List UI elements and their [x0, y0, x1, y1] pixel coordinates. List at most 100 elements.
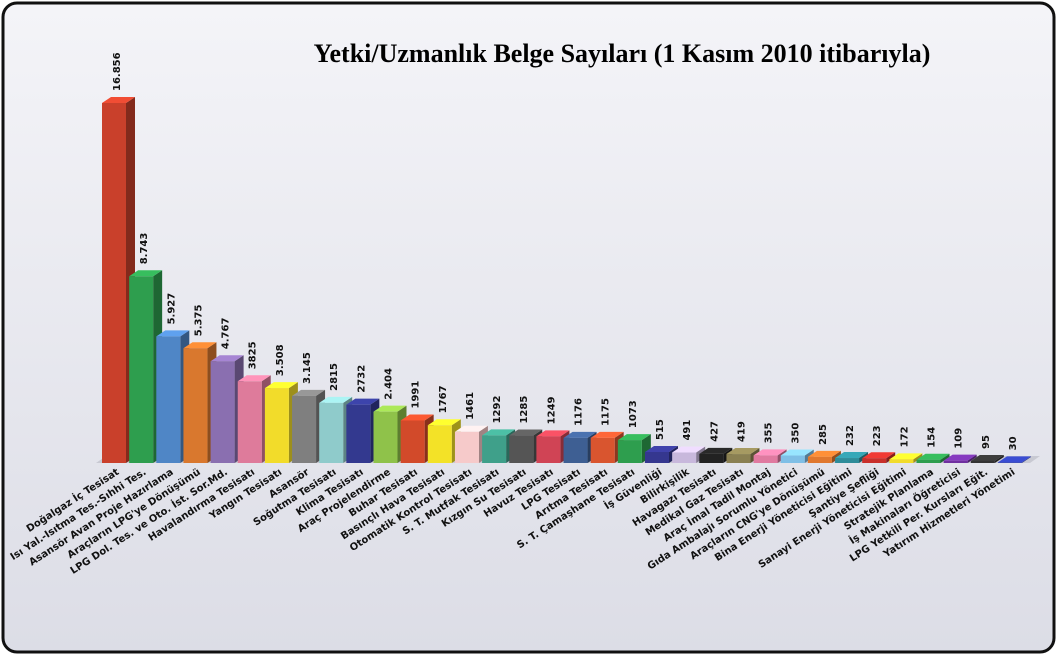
- bar: [400, 420, 425, 463]
- bar-top: [753, 449, 787, 456]
- bar: [319, 402, 344, 463]
- value-label: 2815: [329, 363, 340, 391]
- value-label: 285: [818, 424, 829, 445]
- value-label: 515: [655, 419, 666, 440]
- value-label: 3825: [248, 341, 259, 369]
- bar-top: [536, 430, 570, 437]
- bar-top: [780, 449, 814, 456]
- bar: [156, 336, 181, 463]
- value-label: 1249: [546, 396, 557, 424]
- value-label: 1176: [574, 398, 585, 426]
- value-label: 491: [682, 420, 693, 441]
- bar-top: [672, 446, 706, 453]
- value-label: 1991: [411, 381, 422, 409]
- value-label: 154: [927, 427, 938, 448]
- bar-side: [913, 453, 923, 463]
- value-label: 1285: [519, 396, 530, 424]
- bar: [346, 404, 371, 463]
- bar-top: [292, 389, 326, 396]
- bar: [373, 411, 398, 463]
- chart-title: Yetki/Uzmanlık Belge Sayıları (1 Kasım 2…: [314, 39, 931, 68]
- bar: [509, 435, 534, 463]
- bar-side: [1021, 456, 1031, 463]
- bar-top: [699, 447, 733, 454]
- bar-top: [997, 456, 1031, 463]
- bar-side: [831, 450, 841, 463]
- bar: [835, 458, 860, 463]
- value-label: 355: [764, 423, 775, 444]
- bar-top: [129, 270, 163, 277]
- bar: [563, 437, 588, 463]
- bar-top: [563, 431, 597, 438]
- bar-top: [346, 398, 380, 405]
- bar: [997, 462, 1022, 463]
- bar-top: [889, 453, 923, 460]
- value-label: 2.404: [384, 368, 395, 400]
- bar-top: [156, 330, 190, 337]
- bar-side: [967, 454, 977, 463]
- bar-top: [210, 355, 244, 362]
- value-label: 419: [736, 421, 747, 442]
- bar: [102, 103, 126, 463]
- bar: [699, 453, 724, 463]
- value-label: 1292: [492, 396, 503, 424]
- value-label: 4.767: [221, 318, 232, 350]
- value-label: 172: [899, 426, 910, 447]
- bar: [753, 455, 778, 463]
- bar-top: [970, 454, 1004, 461]
- bar-side: [994, 454, 1004, 463]
- bar-top: [373, 405, 407, 412]
- bar: [292, 395, 317, 463]
- bar: [264, 388, 289, 463]
- value-label: 5.927: [166, 293, 177, 325]
- value-label: 2732: [356, 365, 367, 393]
- bar-top: [617, 434, 651, 441]
- bar-top: [427, 419, 461, 426]
- bar: [590, 437, 615, 463]
- value-label: 350: [791, 423, 802, 444]
- value-label: 1461: [465, 392, 476, 420]
- bar: [916, 459, 941, 463]
- bar-top: [454, 425, 488, 432]
- bar-top: [807, 450, 841, 457]
- bar-top: [319, 396, 353, 403]
- value-label: 16.856: [112, 52, 123, 91]
- bar-top: [237, 375, 271, 382]
- bar-side: [940, 453, 950, 463]
- value-label: 109: [954, 428, 965, 449]
- value-label: 3.508: [275, 344, 286, 376]
- bar: [970, 460, 995, 463]
- bar: [943, 460, 968, 463]
- value-label: 223: [872, 425, 883, 446]
- bar-top: [862, 452, 896, 459]
- value-label: 3.145: [302, 352, 313, 384]
- bar: [807, 456, 832, 463]
- value-label: 232: [845, 425, 856, 446]
- bar: [210, 361, 235, 463]
- bar-top: [102, 97, 135, 103]
- value-label: 5.375: [193, 305, 204, 337]
- value-label: 1175: [601, 398, 612, 426]
- bar: [454, 431, 479, 463]
- bar: [183, 348, 208, 463]
- value-label: 1767: [438, 385, 449, 413]
- bar: [672, 452, 697, 463]
- bar: [237, 381, 262, 463]
- bar-side: [886, 452, 896, 463]
- value-label: 30: [1008, 436, 1019, 450]
- value-label: 1073: [628, 400, 639, 428]
- bar: [536, 436, 561, 463]
- bar: [617, 440, 642, 463]
- value-label: 427: [709, 421, 720, 442]
- bar-top: [916, 453, 950, 460]
- bar: [726, 454, 751, 463]
- bar: [780, 455, 805, 463]
- bar-top: [482, 429, 516, 436]
- bar-top: [264, 382, 298, 389]
- bar-top: [726, 448, 760, 455]
- bar: [645, 452, 669, 463]
- value-label: 95: [981, 435, 992, 449]
- bar-top: [400, 414, 434, 421]
